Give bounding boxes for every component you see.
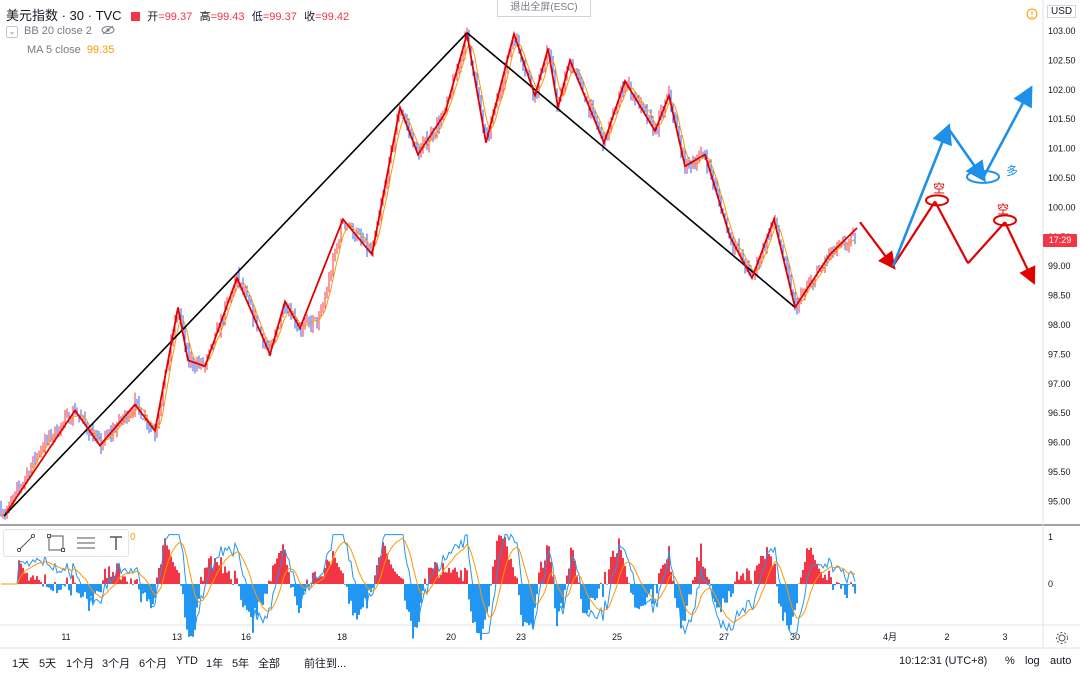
drawing-toolbar[interactable] bbox=[3, 529, 129, 557]
flag-icon bbox=[130, 12, 140, 21]
tf-all[interactable]: 全部 bbox=[258, 658, 280, 670]
x-tick-label: 18 bbox=[337, 632, 347, 642]
y-tick-label: 102.00 bbox=[1048, 85, 1076, 95]
x-tick-label: 11 bbox=[61, 632, 70, 642]
trend-line bbox=[466, 32, 796, 308]
y-tick-label: 98.50 bbox=[1048, 291, 1071, 301]
forecast-down-segment bbox=[967, 221, 1006, 264]
high-label: 高 bbox=[199, 11, 211, 23]
auto-toggle[interactable]: auto bbox=[1050, 655, 1072, 667]
close-label: 收 bbox=[304, 11, 316, 23]
macd-pane bbox=[1, 533, 856, 640]
macd-tick-label: 1 bbox=[1048, 532, 1053, 542]
x-tick-label: 25 bbox=[612, 632, 622, 642]
high-value: =99.43 bbox=[210, 11, 245, 23]
tf-5d[interactable]: 5天 bbox=[39, 658, 57, 670]
tf-3m[interactable]: 3个月 bbox=[102, 658, 131, 670]
tf-6m[interactable]: 6个月 bbox=[139, 658, 168, 670]
bottom-toolbar: 1天 5天 1个月 3个月 6个月 YTD 1年 5年 全部 前往到... 10… bbox=[0, 648, 1080, 675]
forecast-up-segment bbox=[981, 85, 1033, 179]
y-tick-label: 97.50 bbox=[1048, 349, 1071, 359]
y-tick-label: 97.00 bbox=[1048, 379, 1071, 389]
x-tick-label: 16 bbox=[241, 632, 251, 642]
tf-1y[interactable]: 1年 bbox=[206, 658, 224, 670]
forecast-down-segment bbox=[859, 221, 896, 270]
annotation-label: 空 bbox=[933, 182, 945, 196]
x-tick-label: 23 bbox=[516, 632, 526, 642]
open-value: =99.37 bbox=[158, 11, 193, 23]
y-tick-label: 95.50 bbox=[1048, 467, 1071, 477]
text-icon[interactable] bbox=[106, 533, 126, 553]
x-tick-label: 27 bbox=[719, 632, 729, 642]
forecast-down-segment bbox=[1004, 221, 1036, 285]
x-tick-label: 4月 bbox=[883, 632, 897, 642]
fib-icon[interactable] bbox=[76, 533, 96, 553]
log-toggle[interactable]: log bbox=[1025, 655, 1040, 667]
currency-label[interactable]: USD bbox=[1047, 5, 1077, 18]
x-tick-label: 30 bbox=[790, 632, 800, 642]
x-tick-label: 2 bbox=[944, 632, 949, 642]
y-tick-label: 96.00 bbox=[1048, 438, 1071, 448]
low-value: =99.37 bbox=[262, 11, 297, 23]
macd-line bbox=[1, 533, 856, 636]
open-label: 开 bbox=[147, 11, 159, 23]
tf-5y[interactable]: 5年 bbox=[232, 658, 250, 670]
trend-line-icon[interactable] bbox=[16, 533, 36, 553]
annotation-label: 多 bbox=[1006, 164, 1018, 178]
zigzag-line bbox=[5, 30, 858, 514]
trend-line bbox=[3, 32, 468, 517]
macd-value: 0 bbox=[130, 532, 136, 543]
y-tick-label: 102.50 bbox=[1048, 55, 1076, 65]
y-tick-label: 101.00 bbox=[1048, 144, 1076, 154]
clock: 10:12:31 (UTC+8) bbox=[899, 655, 988, 667]
tf-ytd[interactable]: YTD bbox=[176, 655, 198, 667]
percent-toggle[interactable]: % bbox=[1005, 655, 1015, 667]
forecast-up-segment bbox=[946, 127, 986, 183]
ma-indicator-row[interactable]: MA 5 close 99.35 bbox=[27, 44, 114, 56]
annotation-label: 空 bbox=[997, 202, 1009, 216]
tf-1m[interactable]: 1个月 bbox=[66, 658, 95, 670]
signal-line bbox=[1, 537, 856, 624]
y-tick-label: 101.50 bbox=[1048, 114, 1076, 124]
bb-indicator-row[interactable]: ⌄ BB 20 close 2 bbox=[6, 25, 115, 38]
rectangle-icon[interactable] bbox=[46, 533, 66, 553]
forecast-up-segment bbox=[891, 123, 952, 267]
x-tick-label: 3 bbox=[1002, 632, 1007, 642]
chevron-down-icon[interactable]: ⌄ bbox=[6, 26, 18, 38]
x-tick-label: 13 bbox=[172, 632, 182, 642]
tf-1d[interactable]: 1天 bbox=[12, 658, 30, 670]
x-tick-label: 20 bbox=[446, 632, 456, 642]
candles bbox=[0, 27, 856, 520]
y-tick-label: 99.00 bbox=[1048, 261, 1071, 271]
y-tick-label: 100.50 bbox=[1048, 173, 1076, 183]
close-value: =99.42 bbox=[315, 11, 350, 23]
eye-icon[interactable] bbox=[101, 25, 115, 35]
ma-line bbox=[0, 42, 856, 516]
y-tick-label: 98.00 bbox=[1048, 320, 1071, 330]
y-tick-label: 96.50 bbox=[1048, 408, 1071, 418]
exit-fullscreen-button[interactable]: 退出全屏(ESC) bbox=[497, 0, 591, 17]
alert-icon[interactable] bbox=[1026, 8, 1038, 20]
y-tick-label: 100.00 bbox=[1048, 202, 1076, 212]
ma-label: MA 5 close bbox=[27, 44, 81, 56]
y-tick-label: 95.00 bbox=[1048, 496, 1071, 506]
low-label: 低 bbox=[251, 11, 263, 23]
y-tick-label: 103.00 bbox=[1048, 26, 1076, 36]
macd-tick-label: 0 bbox=[1048, 579, 1053, 589]
symbol-title: 美元指数 · 30 · TVC bbox=[6, 8, 122, 23]
sell-marker-ellipse bbox=[925, 194, 949, 207]
goto-button[interactable]: 前往到... bbox=[304, 658, 347, 670]
ma-value: 99.35 bbox=[86, 44, 115, 56]
sell-marker-ellipse bbox=[993, 214, 1017, 227]
buy-marker-ellipse bbox=[966, 169, 1000, 184]
settings-gear-icon[interactable] bbox=[1055, 631, 1069, 645]
forecast-down-segment bbox=[892, 200, 936, 267]
forecast-down-segment bbox=[934, 201, 969, 264]
symbol-header: 美元指数 · 30 · TVC 开=99.37 高=99.43 低=99.37 … bbox=[6, 5, 353, 24]
last-price-tag: 17:29 bbox=[1043, 234, 1077, 247]
bb-label: BB 20 close 2 bbox=[24, 25, 92, 37]
